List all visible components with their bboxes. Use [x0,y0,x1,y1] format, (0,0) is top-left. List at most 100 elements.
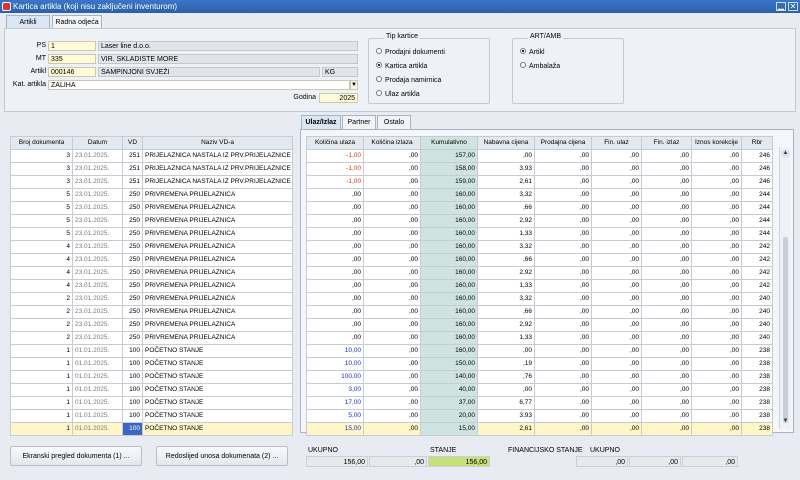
col-datum[interactable]: Datum [72,136,123,150]
ekranski-pregled-button[interactable]: Ekranski pregled dokumenta (1) ... [10,446,142,466]
kolicina-izlaza-cell: ,00 [363,175,421,189]
table-row[interactable]: 1 01.01.2025. 100 POČETNO STANJE [10,396,293,410]
mt-code-field[interactable]: 335 [48,54,96,64]
table-row[interactable]: ,00,00 160,00 2,92,00,00,00,00 240 [306,318,773,332]
vd-name-cell: PRIJELAZNICA NASTALA IZ PRV.PRIJELAZNICE [142,175,293,189]
table-row[interactable]: 10,00,00 160,00,00,00,00,00,00 238 [306,344,773,358]
table-row[interactable]: 4 23.01.2025. 250 PRIVREMENA PRIJELAZNICA [10,266,293,280]
tab-partner[interactable]: Partner [342,115,376,129]
ps-code-field[interactable]: 1 [48,41,96,51]
radio-prodaja-namirnica[interactable]: Prodaja namirnica [376,76,441,86]
radio-prodajni-dokumenti[interactable]: Prodajni dokumenti [376,48,445,58]
radio-off-icon [376,90,382,97]
col-fin-izlaz[interactable]: Fin. izlaz [641,136,692,150]
table-row[interactable]: -1,00,00 159,00 2,61,00,00,00,00 246 [306,175,773,189]
kumulativno-cell: 160,00 [420,279,478,293]
table-row[interactable]: -1,00,00 158,00 3,93,00,00,00,00 246 [306,162,773,176]
table-row[interactable]: 2 23.01.2025. 250 PRIVREMENA PRIJELAZNICA [10,292,293,306]
radio-artikl[interactable]: Artikl [520,48,545,58]
table-row[interactable]: 3 23.01.2025. 251 PRIJELAZNICA NASTALA IZ P… [10,149,293,163]
fin-ulaz-sum: ,00 [576,456,628,467]
date-cell: 23.01.2025. [72,149,123,163]
table-row[interactable]: ,00,00 160,00,66,00,00,00,00 244 [306,201,773,215]
vd-cell: 251 [122,149,143,163]
tab-radna-odjeca[interactable]: Radna odjeća [52,15,102,28]
table-row[interactable]: 10,00,00 150,00,19,00,00,00,00 238 [306,357,773,371]
scroll-up-icon[interactable]: ▲ [781,149,790,158]
fin-izlaz-cell: ,00 [641,227,692,241]
table-row[interactable]: 1 01.01.2025. 100 POČETNO STANJE [10,422,293,436]
scroll-thumb[interactable] [783,237,788,423]
fin-izlaz-cell: ,00 [641,162,692,176]
artikl-code-field[interactable]: 000146 [48,67,96,77]
tab-ostalo[interactable]: Ostalo [377,115,411,129]
tab-ulaz-izlaz[interactable]: Ulaz/Izlaz [301,115,341,129]
table-scrollbar[interactable]: ▲ ▼ [779,147,791,429]
close-icon[interactable]: ✕ [788,2,798,11]
table-row[interactable]: -1,00,00 157,00,00,00,00,00,00 246 [306,149,773,163]
table-row[interactable]: 5 23.01.2025. 250 PRIVREMENA PRIJELAZNICA [10,214,293,228]
col-vd[interactable]: VD [122,136,143,150]
table-row[interactable]: 100,00,00 140,00,76,00,00,00,00 238 [306,370,773,384]
nabavna-cijena-cell: ,00 [477,149,535,163]
col-rbr[interactable]: Rbr [741,136,773,150]
scroll-down-icon[interactable]: ▼ [782,418,789,424]
table-row[interactable]: ,00,00 160,00 3,32,00,00,00,00 240 [306,292,773,306]
table-row[interactable]: 1 01.01.2025. 100 POČETNO STANJE [10,383,293,397]
radio-kartica-artikla[interactable]: Kartica artikla [376,62,427,72]
table-row[interactable]: 5 23.01.2025. 250 PRIVREMENA PRIJELAZNICA [10,201,293,215]
col-kolicina-ulaza[interactable]: Količina ulaza [306,136,364,150]
col-broj-dokumenta[interactable]: Broj dokumenta [10,136,73,150]
minimize-icon[interactable]: ▁ [776,1,786,11]
table-row[interactable]: ,00,00 160,00 2,92,00,00,00,00 242 [306,266,773,280]
vd-cell: 100 [122,357,143,371]
table-row[interactable]: 4 23.01.2025. 250 PRIVREMENA PRIJELAZNICA [10,240,293,254]
table-row[interactable]: 5 23.01.2025. 250 PRIVREMENA PRIJELAZNICA [10,227,293,241]
table-row[interactable]: ,00,00 160,00 1,33,00,00,00,00 242 [306,279,773,293]
table-row[interactable]: 2 23.01.2025. 250 PRIVREMENA PRIJELAZNICA [10,318,293,332]
kat-artikla-select[interactable]: ZALIHA [48,80,350,90]
kolicina-izlaza-cell: ,00 [363,227,421,241]
table-row[interactable]: 15,00,00 15,00 2,61,00,00,00,00 238 [306,422,773,436]
col-kolicina-izlaza[interactable]: Količina izlaza [363,136,421,150]
table-row[interactable]: 4 23.01.2025. 250 PRIVREMENA PRIJELAZNICA [10,279,293,293]
nabavna-cijena-cell: 3,32 [477,292,535,306]
table-row[interactable]: 1 01.01.2025. 100 POČETNO STANJE [10,344,293,358]
table-row[interactable]: ,00,00 160,00,66,00,00,00,00 242 [306,253,773,267]
table-row[interactable]: ,00,00 160,00 1,33,00,00,00,00 240 [306,331,773,345]
table-row[interactable]: 3 23.01.2025. 251 PRIJELAZNICA NASTALA IZ P… [10,162,293,176]
table-row[interactable]: ,00,00 160,00 1,33,00,00,00,00 244 [306,227,773,241]
vd-cell: 250 [122,318,143,332]
redoslijed-unosa-button[interactable]: Redoslijed unosa dokumenata (2) ... [156,446,288,466]
table-row[interactable]: ,00,00 160,00 2,92,00,00,00,00 244 [306,214,773,228]
ps-label: PS [36,42,46,49]
table-row[interactable]: 4 23.01.2025. 250 PRIVREMENA PRIJELAZNICA [10,253,293,267]
table-row[interactable]: ,00,00 160,00,66,00,00,00,00 240 [306,305,773,319]
col-prodajna-cijena[interactable]: Prodajna cijena [534,136,592,150]
table-row[interactable]: 17,00,00 37,00 6,77,00,00,00,00 238 [306,396,773,410]
table-row[interactable]: 3,00,00 40,00,00,00,00,00,00 238 [306,383,773,397]
col-naziv-vd[interactable]: Naziv VD-a [142,136,293,150]
col-kumulativno[interactable]: Kumulativno [420,136,478,150]
table-row[interactable]: 5,00,00 20,00 3,93,00,00,00,00 238 [306,409,773,423]
col-fin-ulaz[interactable]: Fin. ulaz [591,136,642,150]
table-row[interactable]: ,00,00 160,00 3,32,00,00,00,00 242 [306,240,773,254]
fin-ulaz-cell: ,00 [591,344,642,358]
col-nabavna-cijena[interactable]: Nabavna cijena [477,136,535,150]
table-row[interactable]: 3 23.01.2025. 251 PRIJELAZNICA NASTALA IZ P… [10,175,293,189]
tab-artikli[interactable]: Artikli [6,15,50,28]
table-row[interactable]: 1 01.01.2025. 100 POČETNO STANJE [10,357,293,371]
table-row[interactable]: 1 01.01.2025. 100 POČETNO STANJE [10,370,293,384]
table-row[interactable]: 1 01.01.2025. 100 POČETNO STANJE [10,409,293,423]
chevron-down-icon[interactable]: ▼ [350,80,358,90]
table-row[interactable]: 5 23.01.2025. 250 PRIVREMENA PRIJELAZNICA [10,188,293,202]
radio-ulaz-artikla[interactable]: Ulaz artikla [376,90,420,100]
godina-field[interactable]: 2025 [319,93,358,103]
table-row[interactable]: ,00,00 160,00 3,32,00,00,00,00 244 [306,188,773,202]
table-row[interactable]: 2 23.01.2025. 250 PRIVREMENA PRIJELAZNICA [10,305,293,319]
rbr-cell: 242 [741,279,773,293]
table-row[interactable]: 2 23.01.2025. 250 PRIVREMENA PRIJELAZNICA [10,331,293,345]
col-iznos-korekcije[interactable]: Iznos korekcije [691,136,742,150]
unit-field: KG [322,67,358,77]
radio-ambalaza[interactable]: Ambalaža [520,62,560,72]
